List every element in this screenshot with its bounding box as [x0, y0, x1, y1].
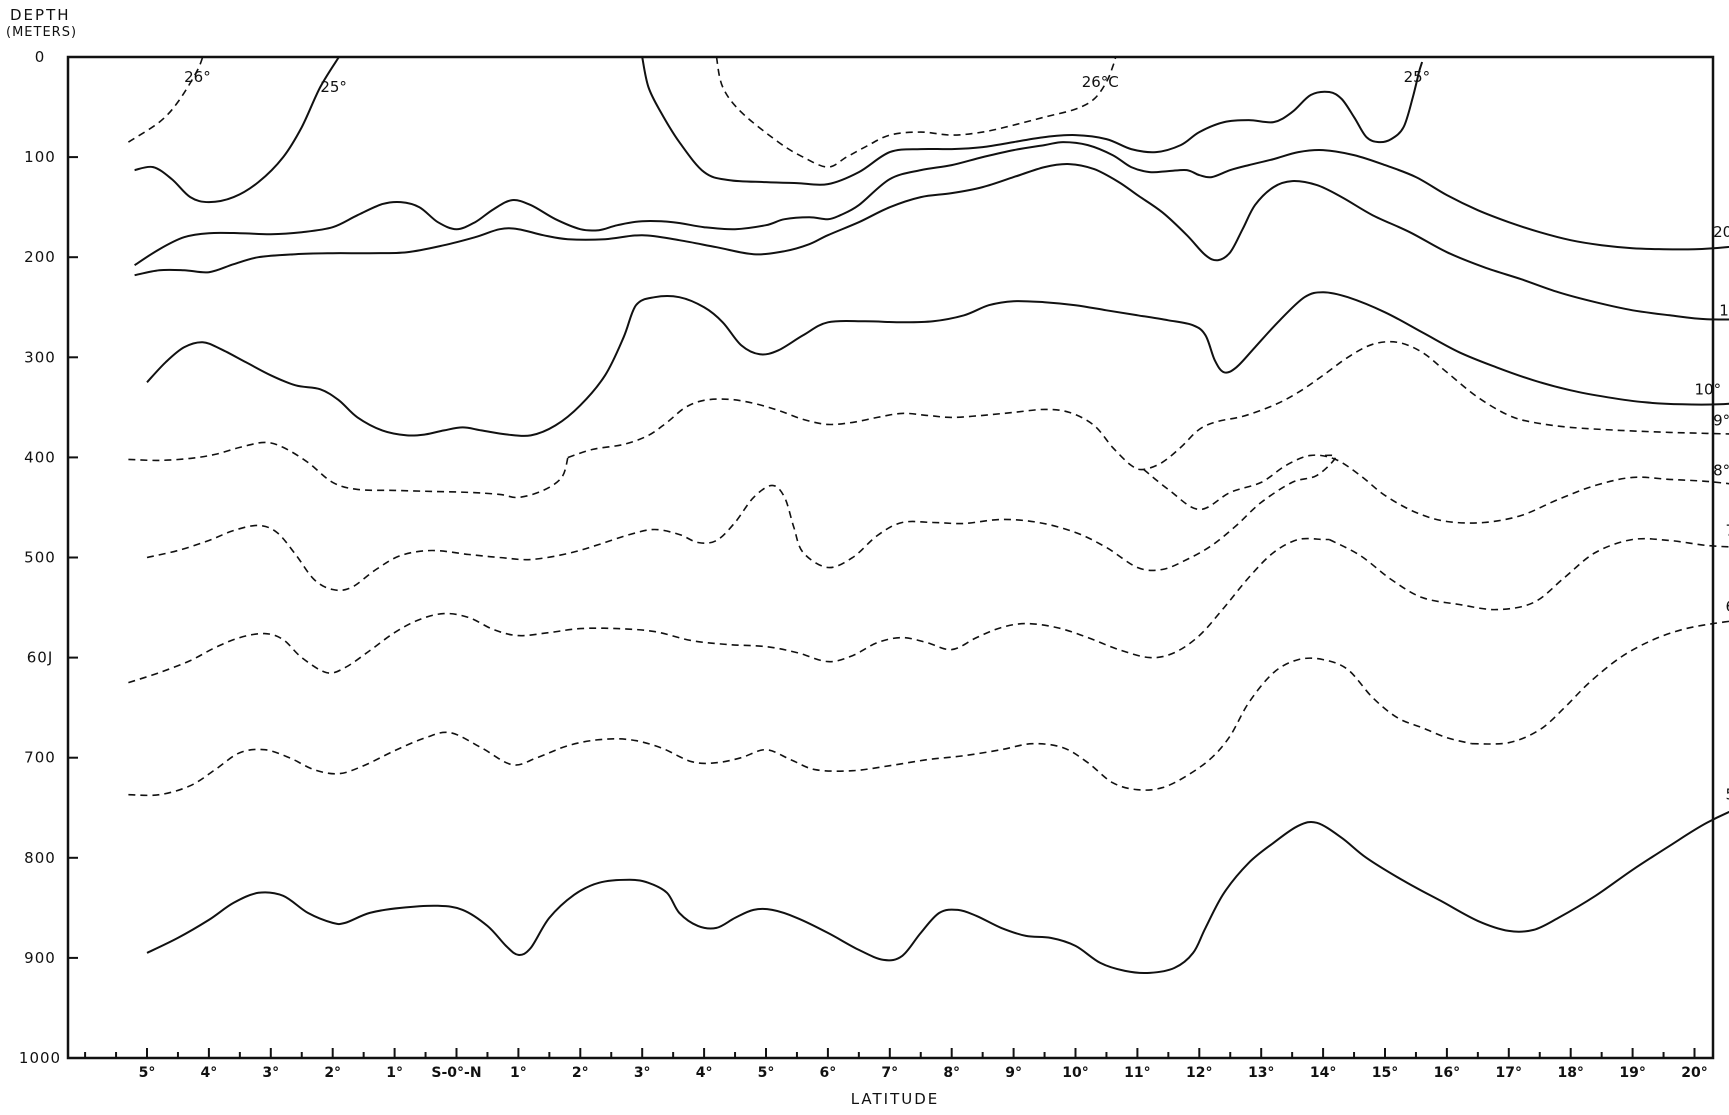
x-tick-label: 7°	[881, 1065, 898, 1081]
isotherm-label-25: 25°	[1404, 68, 1431, 86]
x-tick-label: S-0°-N	[431, 1065, 481, 1081]
x-tick-label: 2°	[324, 1065, 341, 1081]
isotherm-label-26C: 26°C	[1082, 73, 1119, 91]
isotherm-label-15: 15°	[1719, 301, 1729, 319]
isotherm-label-8: 8°	[1713, 461, 1729, 479]
isotherm-line-6	[128, 537, 1330, 684]
isotherm-line-20C	[134, 141, 1729, 267]
isotherm-label-25: 25°	[320, 78, 347, 96]
x-tick-label: 16°	[1434, 1065, 1460, 1081]
x-tick-label: 4°	[201, 1065, 218, 1081]
y-tick-label: 900	[24, 949, 56, 967]
x-tick-label: 20°	[1681, 1065, 1707, 1081]
y-axis: 0 100 200 300 400 500 60J 700 800 900 1000	[19, 48, 78, 1067]
isotherm-line-26	[127, 56, 204, 143]
y-tick-label: 700	[24, 749, 56, 767]
x-tick-label: 11°	[1124, 1065, 1150, 1081]
isotherm-line-25	[134, 56, 340, 204]
x-tick-label: 15°	[1372, 1065, 1398, 1081]
isotherm-label-5: 5°	[1725, 786, 1729, 804]
isotherm-line-8	[1143, 454, 1729, 524]
isotherm-line-7	[146, 454, 1337, 592]
isotherm-line-25	[641, 56, 1424, 186]
isotherm-labels: 26° 25° 26°C 25° 20°C 15° 10° 9° 8° 7° 6° 5°	[184, 68, 1729, 804]
isotherm-line-unlabeled	[128, 657, 1472, 797]
y-tick-label: 1000	[19, 1049, 61, 1067]
y-tick-label: 60J	[27, 649, 54, 667]
isotherm-lines	[127, 56, 1729, 975]
isotherm-label-26: 26°	[184, 68, 211, 86]
x-tick-label: 3°	[634, 1065, 651, 1081]
y-tick-label: 500	[24, 549, 56, 567]
isotherm-label-9: 9°	[1713, 411, 1729, 429]
isotherm-line-7	[1328, 537, 1729, 611]
x-tick-label: 1°	[386, 1065, 403, 1081]
isotherm-line-5	[146, 810, 1729, 975]
x-tick-label: 17°	[1496, 1065, 1522, 1081]
x-tick-label: 3°	[262, 1065, 279, 1081]
x-tick-label: 1°	[510, 1065, 527, 1081]
x-tick-label: 10°	[1062, 1065, 1088, 1081]
isotherm-label-6: 6°	[1725, 598, 1729, 616]
y-axis-label: DEPTH	[10, 6, 71, 24]
y-tick-label: 200	[24, 248, 56, 266]
x-tick-label: 18°	[1557, 1065, 1583, 1081]
y-tick-label: 100	[24, 148, 56, 166]
x-tick-label: 14°	[1310, 1065, 1336, 1081]
y-tick-label: 300	[24, 348, 56, 366]
isotherm-line-8	[128, 441, 569, 499]
isotherm-label-20C: 20°C	[1713, 223, 1729, 241]
x-tick-label: 12°	[1186, 1065, 1212, 1081]
x-tick-label: 6°	[820, 1065, 837, 1081]
x-tick-label: 5°	[139, 1065, 156, 1081]
isotherm-line-10	[146, 291, 1729, 437]
x-axis: 5° 4° 3° 2° 1° S-0°-N 1° 2° 3° 4° 5° 6° 7° 8° 9° 10° 11°…	[84, 1048, 1708, 1081]
isotherm-label-10: 10°	[1695, 380, 1722, 398]
x-tick-label: 5°	[758, 1065, 775, 1081]
isotherm-line-9	[567, 340, 1729, 471]
x-tick-label: 13°	[1248, 1065, 1274, 1081]
isotherm-line-6	[1471, 620, 1729, 745]
isotherm-line-15	[134, 163, 1729, 321]
isotherm-line-26C	[715, 56, 1117, 168]
x-tick-label: 2°	[572, 1065, 589, 1081]
x-tick-label: 19°	[1619, 1065, 1645, 1081]
y-tick-label: 400	[24, 448, 56, 466]
y-tick-label: 800	[24, 849, 56, 867]
x-axis-label: LATITUDE	[851, 1090, 940, 1108]
x-tick-label: 4°	[696, 1065, 713, 1081]
y-axis-unit: (METERS)	[6, 25, 77, 40]
isotherm-label-7: 7°	[1725, 521, 1729, 539]
x-tick-label: 9°	[1005, 1065, 1022, 1081]
x-tick-label: 8°	[943, 1065, 960, 1081]
y-tick-label: 0	[35, 48, 46, 66]
